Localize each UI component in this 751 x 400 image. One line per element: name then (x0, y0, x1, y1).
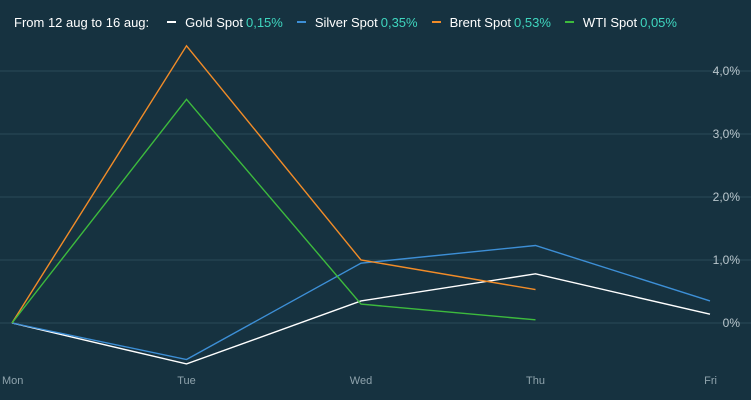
series-line-wti-spot[interactable] (11, 98, 536, 324)
x-tick-label: Tue (177, 375, 196, 387)
x-tick-label: Fri (704, 375, 717, 387)
x-tick-label: Wed (350, 375, 372, 387)
legend-label-wti: WTI Spot (582, 14, 638, 30)
legend-range-label: From 12 aug to 16 aug: (14, 14, 150, 30)
legend-label-silver: Silver Spot (314, 14, 378, 30)
legend: From 12 aug to 16 aug: Gold Spot 0,15% S… (14, 12, 691, 32)
x-tick-label: Mon (2, 375, 23, 387)
legend-swatch-silver (296, 21, 306, 23)
x-tick-label: Thu (526, 375, 545, 387)
series-lines (11, 44, 711, 365)
x-axis: Mon Tue Wed Thu Fri (2, 375, 717, 387)
legend-change-brent: 0,53% (514, 14, 551, 30)
legend-label-brent: Brent Spot (449, 14, 512, 30)
legend-change-gold: 0,15% (245, 14, 283, 30)
legend-item-silver[interactable]: Silver Spot 0,35% (296, 14, 418, 30)
legend-change-wti: 0,05% (640, 14, 677, 30)
legend-swatch-wti (564, 21, 574, 23)
series-line-silver-spot[interactable] (11, 244, 711, 361)
legend-change-silver: 0,35% (380, 14, 418, 30)
y-tick-label: 1,0% (713, 253, 741, 267)
legend-label-gold: Gold Spot (185, 14, 243, 30)
series-line-gold-spot[interactable] (11, 273, 711, 365)
gridlines (0, 70, 751, 324)
legend-swatch-gold (167, 21, 177, 23)
y-tick-label: 2,0% (713, 190, 741, 204)
legend-item-brent[interactable]: Brent Spot 0,53% (431, 14, 551, 30)
y-tick-label: 0% (723, 316, 741, 330)
legend-swatch-brent (431, 21, 441, 23)
y-axis: 0% 1,0% 2,0% 3,0% 4,0% (713, 64, 741, 330)
y-tick-label: 4,0% (713, 64, 741, 78)
y-tick-label: 3,0% (713, 127, 741, 141)
legend-item-wti[interactable]: WTI Spot 0,05% (564, 14, 677, 30)
series-line-brent-spot[interactable] (11, 44, 536, 324)
legend-item-gold[interactable]: Gold Spot 0,15% (167, 15, 283, 30)
